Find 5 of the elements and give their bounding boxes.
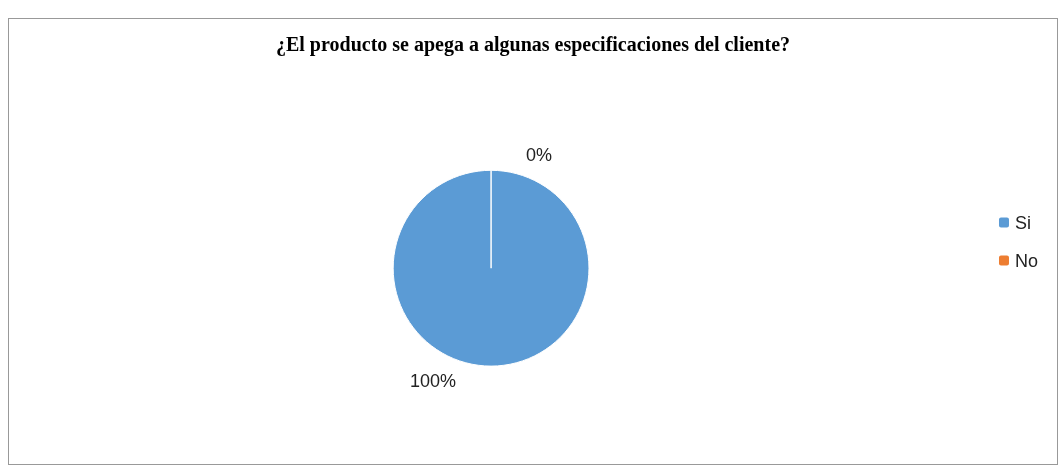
legend-label: Si [1014,212,1032,233]
data-label: 100% [410,371,457,392]
chart-title: ¿El producto se apega a algunas especificaciones del cliente? [275,33,791,56]
legend-label: No [1014,250,1039,271]
text: 0% [526,145,553,166]
